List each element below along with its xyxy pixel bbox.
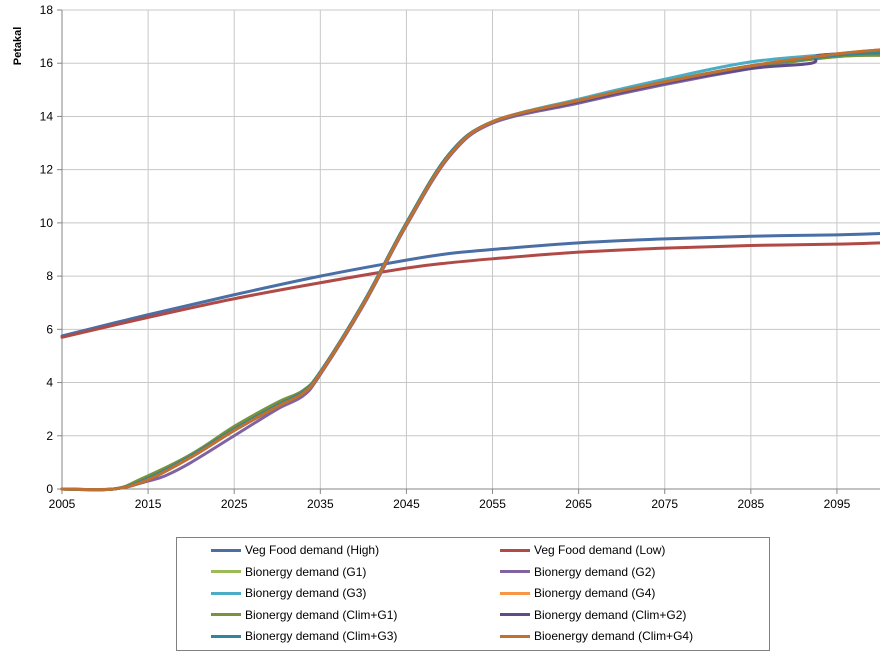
series-line-bionergy-demand-g3 [60,49,880,492]
y-tick-label: 14 [40,109,54,123]
series-lines [60,48,880,492]
line-chart: 2005 2015 2025 2035 2045 2055 2065 2075 2085 2095… [12,3,880,511]
series-line-veg-food-demand-low [60,241,880,339]
legend-item: Bionergy demand (G1) [211,563,366,581]
axes [57,9,880,494]
y-tick-label: 2 [46,429,53,443]
x-tick-labels: 2005 2015 2025 2035 2045 2055 2065 2075 2085 2095 [49,497,851,511]
series-line-bioenergy-demand-clim-g4 [60,48,880,492]
legend-label: Bionergy demand (Clim+G3) [245,629,398,643]
series-line-bionergy-demand-clim-g2 [60,51,880,492]
legend-swatch [211,634,241,638]
legend-swatch [500,570,530,573]
x-tick-label: 2035 [307,497,334,511]
legend-swatch [211,613,241,616]
legend-label: Bionergy demand (G3) [245,586,367,600]
y-tick-label: 6 [46,322,53,336]
legend: Veg Food demand (High) Veg Food demand (L… [176,537,770,651]
y-tick-label: 12 [40,163,54,177]
y-tick-labels: 0 2 4 6 8 10 12 14 16 18 [40,3,54,496]
legend-swatch [500,634,530,638]
series-line-veg-food-demand-high [60,232,880,338]
y-tick-label: 8 [46,269,53,283]
series-line-bionergy-demand-g1 [60,53,880,492]
series-line-bionergy-demand-g2 [60,51,880,492]
y-tick-label: 4 [46,376,53,390]
x-tick-label: 2025 [221,497,248,511]
y-tick-label: 16 [40,56,54,70]
legend-item: Bioenergy demand (Clim+G4) [500,627,693,645]
legend-item: Bionergy demand (G2) [500,563,655,581]
legend-label: Veg Food demand (High) [245,543,380,557]
x-tick-label: 2085 [737,497,764,511]
legend-item: Bionergy demand (Clim+G1) [211,606,397,624]
series-line-bionergy-demand-clim-g3 [60,51,880,492]
legend-swatch [500,591,530,595]
legend-swatch [211,570,241,573]
legend-swatch [500,548,530,552]
legend-swatch [211,548,241,552]
x-tick-label: 2055 [479,497,506,511]
x-tick-label: 2005 [49,497,76,511]
legend-label: Bioenergy demand (Clim+G4) [534,629,694,643]
legend-item: Bionergy demand (G4) [500,584,655,602]
legend-item: Bionergy demand (Clim+G3) [211,627,397,645]
x-tick-label: 2045 [393,497,420,511]
legend-item: Veg Food demand (High) [211,541,379,559]
legend-swatch [211,591,241,595]
legend-label: Veg Food demand (Low) [534,543,666,557]
legend-item: Bionergy demand (G3) [211,584,366,602]
y-tick-label: 18 [40,3,54,17]
x-tick-label: 2015 [135,497,162,511]
series-line-bionergy-demand-clim-g1 [60,53,880,492]
legend-label: Bionergy demand (G4) [534,586,656,600]
x-tick-label: 2065 [565,497,592,511]
x-tick-label: 2075 [651,497,678,511]
legend-swatch [500,613,530,616]
x-tick-label: 2095 [824,497,851,511]
legend-label: Bionergy demand (Clim+G1) [245,607,398,622]
grid-lines [62,9,880,489]
y-tick-label: 0 [46,482,53,496]
legend-item: Bionergy demand (Clim+G2) [500,606,686,624]
legend-label: Bionergy demand (G2) [534,564,656,579]
legend-item: Veg Food demand (Low) [500,541,665,559]
legend-label: Bionergy demand (Clim+G2) [534,607,687,622]
series-line-bionergy-demand-g4 [60,48,880,492]
legend-label: Bionergy demand (G1) [245,564,367,579]
y-axis-label: Petakal [12,27,24,66]
y-tick-label: 10 [40,216,54,230]
